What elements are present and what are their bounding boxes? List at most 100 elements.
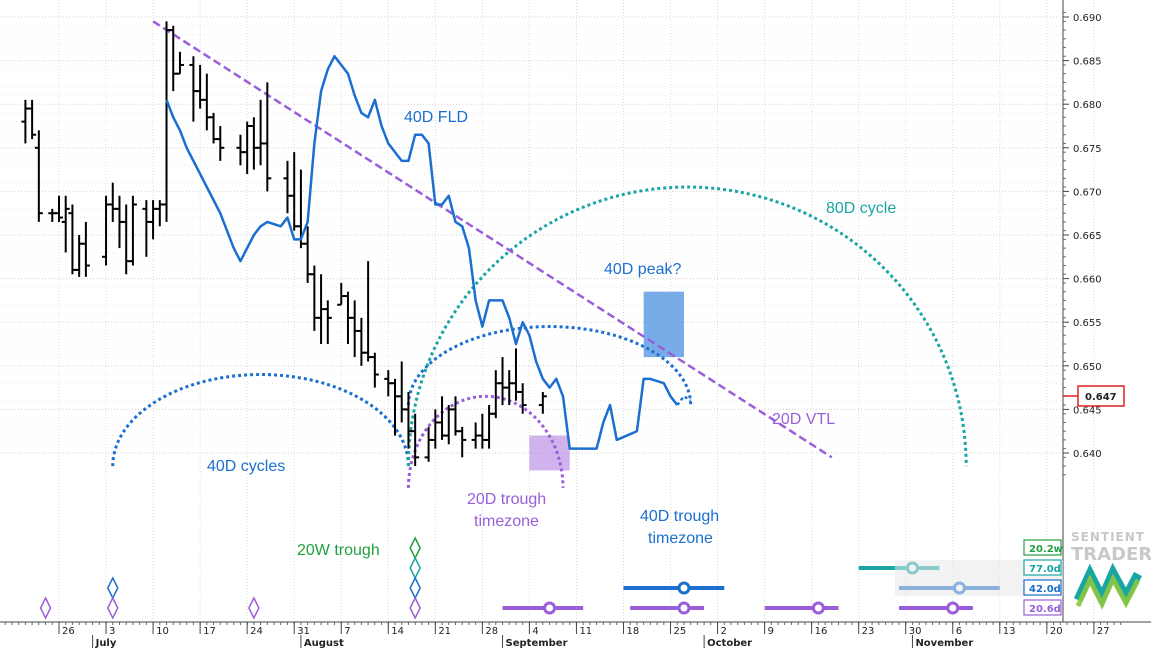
cycle-badge: 77.0d: [1023, 559, 1062, 576]
vtl20-label: 20D VTL: [772, 411, 835, 428]
plot-area: [0, 0, 1063, 622]
price-bars: [21, 21, 547, 467]
chart-grid: [0, 0, 1095, 622]
last-price-marker: 0.647: [1063, 385, 1125, 407]
price-tick-label: 0.675: [1073, 144, 1102, 155]
date-tick-label: 23: [862, 626, 875, 637]
cycle80-label: 80D cycle: [826, 200, 896, 217]
cycle-arc: [406, 325, 693, 406]
date-tick-label: 13: [1003, 626, 1016, 637]
price-bar: [518, 383, 527, 414]
projection-range: [630, 601, 705, 615]
trough20w-label: 20W trough: [297, 542, 380, 559]
price-bar: [175, 51, 184, 75]
projection-range: [899, 601, 973, 615]
trough-diamond: [39, 596, 52, 620]
trough-diamond: [409, 596, 421, 620]
cycle-badge: 42.0d: [1023, 579, 1062, 596]
projection-range: [623, 581, 725, 595]
peak-box: [643, 291, 684, 358]
date-tick-label: 3: [109, 626, 115, 637]
trough-markers: [39, 536, 421, 620]
date-tick-label: 28: [485, 626, 498, 637]
price-bar: [216, 126, 225, 161]
price-bar: [411, 413, 420, 467]
projection-range-center: [946, 601, 960, 615]
cycle-badge-box: [1023, 599, 1062, 616]
date-axis: 26 3 10 17 24 31 7 14 21 28 4 11 18 25 2 9 16 23 30 6 13 20 27…: [0, 621, 1151, 649]
tz40-label-line1: 40D trough: [640, 508, 719, 525]
price-bar: [55, 195, 63, 222]
projection-range: [764, 601, 839, 615]
month-label: November: [915, 638, 973, 649]
date-tick-label: 20: [1050, 626, 1063, 637]
projection-ranges: [502, 560, 1063, 615]
last-price-value: 0.647: [1085, 392, 1117, 403]
price-tick-label: 0.680: [1073, 100, 1102, 111]
fld-line: [165, 54, 692, 450]
price-bar: [263, 82, 272, 192]
price-bar: [81, 221, 90, 277]
cycle-arcs: [111, 185, 968, 488]
date-tick-label: 21: [438, 626, 451, 637]
price-bar: [61, 195, 70, 253]
cycle-arc: [406, 394, 565, 488]
date-tick-label: 18: [626, 626, 639, 637]
price-bar: [538, 391, 547, 414]
price-tick-label: 0.690: [1073, 13, 1102, 24]
logo-line1: SENTIENT: [1071, 530, 1145, 544]
date-tick-label: 11: [579, 626, 592, 637]
date-tick-label: 26: [62, 626, 75, 637]
price-bar: [323, 300, 332, 344]
date-tick-label: 27: [1097, 626, 1110, 637]
date-tick-label: 30: [909, 626, 922, 637]
date-tick-label: 24: [250, 626, 263, 637]
date-tick-label: 7: [344, 626, 350, 637]
date-tick-label: 31: [297, 626, 310, 637]
price-tick-label: 0.670: [1073, 187, 1102, 198]
tz20-label-line1: 20D trough: [467, 491, 546, 508]
month-label: October: [707, 638, 752, 649]
cycle-badge-label: 20.2w: [1029, 544, 1063, 555]
projection-range: [502, 601, 584, 615]
trough-diamond: [248, 596, 260, 620]
cycle-badge: 20.2w: [1023, 539, 1063, 556]
fld-series-line: [165, 54, 679, 450]
trough-timezone-box: [529, 435, 570, 471]
projection-range-center: [677, 581, 691, 595]
cycle-badge-label: 20.6d: [1029, 604, 1061, 615]
date-tick-label: 4: [532, 626, 538, 637]
date-tick-label: 6: [956, 626, 962, 637]
cycle-badge-label: 42.0d: [1029, 584, 1061, 595]
price-bar: [370, 352, 379, 388]
vtl-trendline: [152, 20, 833, 459]
cycle-badge-box: [1023, 559, 1062, 576]
cycle-badge-label: 77.0d: [1029, 564, 1061, 575]
time-boxes: [529, 291, 684, 471]
tz20-label-line2: timezone: [474, 513, 539, 530]
tz40-label-line2: timezone: [648, 530, 713, 547]
price-bar: [458, 426, 467, 458]
price-tick-label: 0.665: [1073, 231, 1102, 242]
date-tick-label: 14: [391, 626, 404, 637]
price-bar: [34, 130, 43, 222]
projection-range-center: [677, 601, 691, 615]
date-tick-label: 16: [815, 626, 828, 637]
price-bar: [128, 195, 137, 266]
price-tick-label: 0.645: [1073, 405, 1102, 416]
month-label: September: [506, 638, 568, 649]
peak40-label: 40D peak?: [604, 261, 681, 278]
cycle-badges: 20.2w 77.0d 42.0d 20.6d: [1023, 539, 1063, 616]
price-bar: [28, 99, 37, 140]
vtl-line: [152, 20, 833, 459]
sentient-trader-logo: SENTIENT TRADER: [1071, 530, 1151, 610]
price-tick-label: 0.650: [1073, 362, 1102, 373]
price-tick-label: 0.640: [1073, 449, 1102, 460]
month-label: August: [304, 638, 344, 649]
date-tick-label: 2: [721, 626, 727, 637]
month-label: July: [95, 638, 117, 649]
date-tick-label: 17: [203, 626, 216, 637]
trough-diamond: [106, 596, 119, 620]
cycle-arc: [406, 185, 968, 467]
